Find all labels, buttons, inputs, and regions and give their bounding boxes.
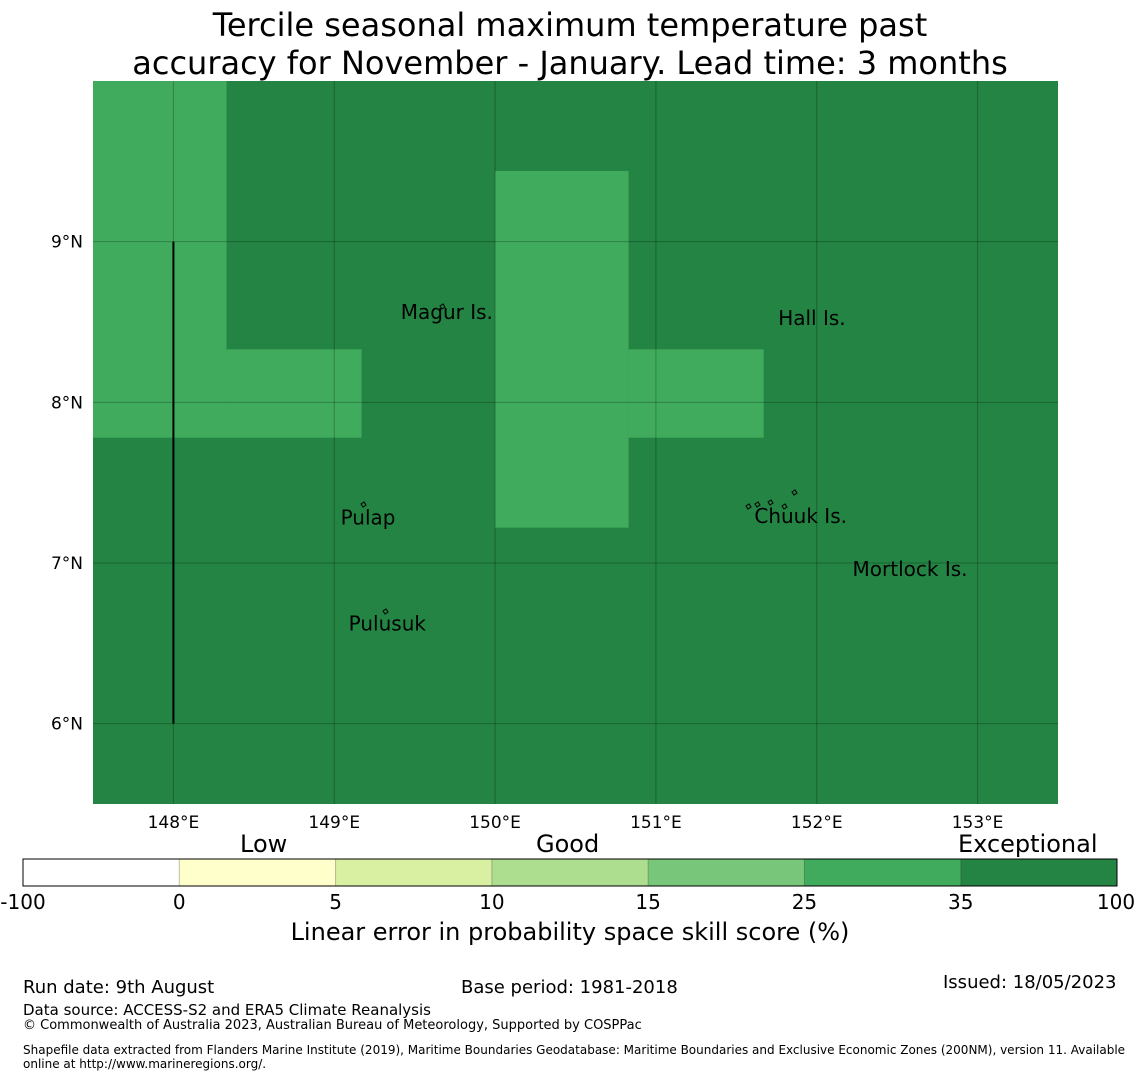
skill-cell-25-35 [628,349,764,438]
colorbar-tick-label: 15 [635,890,660,914]
colorbar-category-good: Good [536,830,600,858]
map-title: Tercile seasonal maximum temperature pas… [0,6,1140,82]
colorbar-tick-label: 10 [479,890,504,914]
place-label: Mortlock Is. [853,557,968,581]
colorbar-segment [335,859,492,886]
title-line-1: Tercile seasonal maximum temperature pas… [212,6,928,44]
place-label: Chuuk Is. [754,504,847,528]
data-source: Data source: ACCESS-S2 and ERA5 Climate … [23,1001,431,1019]
island-outline [360,501,367,508]
x-tick-label: 153°E [952,813,1004,833]
island-outline [382,608,389,615]
colorbar-frame [22,858,1118,887]
x-tick-label: 151°E [630,813,682,833]
colorbar-category-low: Low [240,830,288,858]
skill-cell-25-35 [495,170,629,528]
shapefile-credit-line-2: online at http://www.marineregions.org/. [23,1057,267,1071]
title-line-2: accuracy for November - January. Lead ti… [132,44,1008,82]
x-tick-label: 148°E [148,813,200,833]
island-outline [791,489,798,496]
colorbar-caption: Linear error in probability space skill … [290,918,850,946]
skill-cell-25-35 [93,81,227,438]
copyright: © Commonwealth of Australia 2023, Austra… [23,1018,642,1033]
island-outline [781,503,788,510]
x-tick-label: 152°E [791,813,843,833]
place-label: Pulusuk [349,611,427,635]
colorbar-tick-label: 100 [1097,890,1135,914]
colorbar-segment [648,859,805,886]
run-date: Run date: 9th August [23,977,215,998]
issued-date: Issued: 18/05/2023 [943,972,1117,993]
colorbar-tick-label: 5 [329,890,342,914]
island-outline [767,499,774,506]
skill-cell-25-35 [226,349,362,438]
colorbar-segment [23,859,180,886]
colorbar-category-exceptional: Exceptional [958,830,1098,858]
colorbar-tick-label: -100 [0,890,45,914]
colorbar-segment [179,859,336,886]
island-outline [439,303,446,310]
place-label: Magur Is. [401,300,493,324]
y-tick-label: 8°N [51,393,83,413]
colorbar-tick-label: 35 [948,890,973,914]
place-label: Hall Is. [778,306,845,330]
y-tick-label: 9°N [51,233,83,253]
colorbar-segment [960,859,1117,886]
place-label: Pulap [341,505,396,529]
y-tick-label: 7°N [51,554,83,574]
colorbar-tick-label: 25 [792,890,817,914]
x-tick-label: 149°E [308,813,360,833]
colorbar-segment [804,859,961,886]
map-layer: 148°E 149°E 150°E 151°E 152°E 153°E 9°N 8°N 7°N 6… [51,81,1058,833]
colorbar: -100 0 5 10 15 25 35 100 [0,858,1135,914]
base-period: Base period: 1981-2018 [461,977,678,998]
y-tick-label: 6°N [51,715,83,735]
x-tick-label: 150°E [469,813,521,833]
shapefile-credit-line-1: Shapefile data extracted from Flanders M… [23,1043,1126,1057]
island-outline [745,503,752,510]
island-outline [754,501,761,508]
colorbar-tick-label: 0 [173,890,186,914]
colorbar-segment [491,859,649,886]
